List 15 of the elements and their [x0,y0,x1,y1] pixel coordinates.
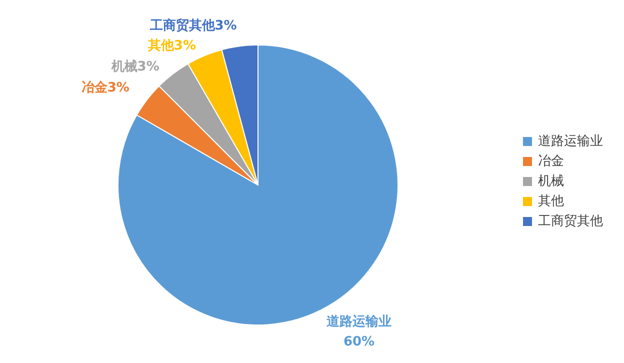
legend-label: 机械 [538,172,564,190]
slice-label: 其他 [148,38,174,54]
legend-label: 冶金 [538,152,564,170]
data-label: 60% [343,334,375,350]
slice-label: 道路运输业 [326,313,392,330]
legend-label: 工商贸其他 [538,212,603,230]
data-label: 3% [107,80,130,96]
data-label: 3% [137,59,160,74]
slice-label: 工商贸其他 [150,18,215,34]
slice-label: 机械 [111,59,138,74]
data-label: 3% [214,18,237,34]
slice-label: 冶金 [81,80,108,96]
data-label: 3% [174,38,196,54]
legend-label: 道路运输业 [538,132,603,150]
legend-label: 其他 [538,192,564,210]
